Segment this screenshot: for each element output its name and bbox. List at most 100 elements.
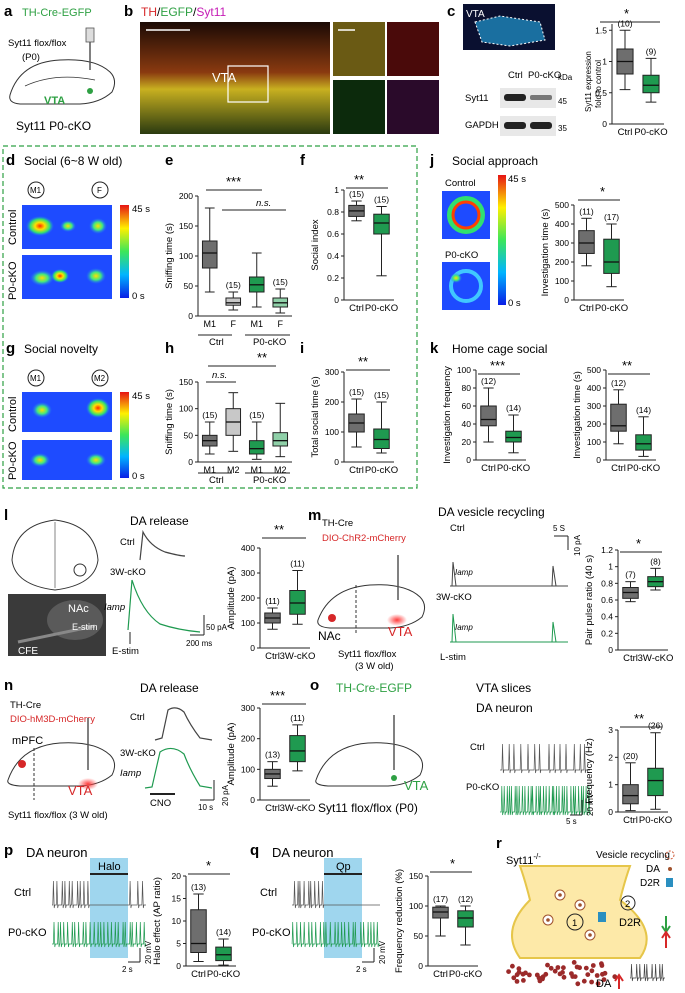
y-tick-label: 0.2 [327, 273, 339, 283]
panel-letter-h: h [165, 340, 174, 357]
da-molecule [600, 971, 605, 977]
trace-ctrl [500, 743, 590, 774]
heat-spot [26, 216, 54, 236]
n-label: (15) [349, 189, 364, 199]
panel-o: o TH-Cre-EGFP VTA slices DA neuron VTA S… [310, 677, 595, 826]
panel-o-cko: P0-cKO [466, 782, 499, 793]
colorbar-j [498, 175, 506, 305]
trace-ctrl [139, 529, 186, 561]
x-tick-label: Ctrl [191, 969, 206, 980]
panel-h-group-cko: P0-cKO [253, 475, 286, 486]
panel-r-da: DA [596, 978, 612, 990]
x-tick-label: Ctrl [579, 303, 594, 314]
panel-d-row-control: Control [7, 210, 19, 245]
panel-p-scale-y: 20 mV [144, 940, 153, 964]
da-molecule [571, 960, 577, 965]
y-axis-label: Amplitude (pA) [226, 723, 237, 786]
boxplot-j: 0 100 200 300 400 500 Investigation time (s) Ct… [540, 200, 628, 314]
panel-q-cko: P0-cKO [252, 927, 291, 939]
da-molecule [545, 962, 550, 968]
panel-l-estim-photo: E-stim [72, 622, 98, 632]
n-label: (11) [290, 559, 305, 569]
chamber-m1-icon [27, 181, 45, 199]
da-molecule [595, 981, 601, 986]
box-f [225, 297, 242, 306]
n-label: (12) [458, 894, 473, 904]
panel-c-vta-label: VTA [466, 9, 485, 20]
x-tick-label: F [278, 319, 284, 329]
y-tick-label: 0.4 [327, 251, 339, 261]
panel-d-m1: M1 [30, 186, 42, 195]
panel-l-cko: 3W-cKO [110, 567, 146, 578]
panel-letter-r: r [496, 835, 502, 852]
box-m2 [272, 432, 289, 447]
y-tick-label: 0 [334, 295, 339, 305]
y-tick-label: 3 [608, 725, 613, 735]
y-tick-label: 1 [608, 562, 613, 572]
panel-m-cko: 3W-cKO [436, 592, 472, 603]
y-tick-label: 50 [184, 281, 194, 291]
x-tick-label: P0-cKO [365, 303, 398, 314]
panel-c-ylabel-1: Syt11 expression [584, 51, 593, 112]
y-tick-label: 50 [414, 931, 424, 941]
y-tick-label: 5 [176, 939, 181, 949]
panel-p-scale-x: 2 s [122, 965, 133, 974]
up-arrow-head [614, 973, 624, 982]
panel-o-subtitle: VTA slices [476, 681, 531, 695]
marker-35: 35 [558, 124, 567, 133]
da-molecule [572, 974, 578, 979]
da-molecule [510, 963, 515, 969]
boxplot-f: 0 0.2 0.4 0.6 0.8 1 Social index Ctrl (15) P0-cKO… [310, 185, 398, 314]
panel-q-scale-y: 20 mV [378, 940, 387, 964]
da-molecule [511, 975, 517, 981]
zoom-box [227, 65, 269, 103]
panel-n: n TH-Cre DIO-hM3D-mCherry mPFC VTA Syt11… [4, 677, 230, 821]
boxplot-n: 0 100 200 300 Amplitude (pA) Ctrl (13) 3W-cKO (1… [226, 703, 315, 814]
panel-n-virus: DIO-hM3D-mCherry [10, 714, 95, 725]
trace-cko [52, 921, 146, 948]
box-p0-cko [505, 430, 522, 443]
n-label: (7) [625, 570, 636, 580]
panel-letter-j: j [429, 152, 434, 169]
x-tick-label: P0-cKO [207, 969, 240, 980]
panel-a-caption: Syt11 P0-cKO [16, 119, 91, 133]
halo-light-window [90, 868, 128, 958]
trace-firing [630, 963, 665, 982]
da-molecule [555, 965, 561, 970]
panel-m-iamp-cko: Iamp [455, 623, 473, 632]
d2r-legend-icon [666, 878, 673, 887]
trace-ctrl [154, 707, 213, 741]
panel-m-title: DA vesicle recycling [438, 505, 545, 519]
colorbar-g-min: 0 s [132, 471, 145, 482]
panel-p-ctrl: Ctrl [14, 887, 31, 899]
mpfc-dot [18, 760, 26, 768]
panel-p-title: DA neuron [26, 845, 87, 860]
x-tick-label: P0-cKO [634, 127, 667, 138]
panel-m-ctrl: Ctrl [450, 523, 465, 534]
y-axis-label: Investigation frequency [442, 366, 453, 464]
box-ctrl [622, 784, 639, 805]
panel-q-scale-x: 2 s [356, 965, 367, 974]
n-label: (15) [226, 280, 241, 290]
x-tick-label: M1 [203, 319, 216, 329]
blot-gapdh [500, 116, 556, 136]
y-tick-label: 10 [172, 916, 182, 926]
y-tick-label: 300 [241, 703, 255, 713]
x-tick-label: P0-cKO [365, 465, 398, 476]
da-molecule [546, 918, 550, 922]
y-tick-label: 2 [608, 752, 613, 762]
y-tick-label: 200 [241, 593, 255, 603]
panel-letter-l: l [4, 507, 8, 524]
sig-o: ** [634, 711, 644, 726]
panel-letter-m: m [308, 507, 321, 524]
panel-m-virus: DIO-ChR2-mCherry [322, 533, 406, 544]
y-tick-label: 1 [608, 780, 613, 790]
band-cko-syt11 [530, 95, 552, 100]
da-molecule [521, 978, 526, 983]
lane-ctrl: Ctrl [508, 70, 523, 81]
panel-l-ctrl: Ctrl [120, 537, 135, 548]
x-tick-label: P0-cKO [595, 303, 628, 314]
trace-ctrl [52, 880, 146, 909]
n-label: (14) [216, 927, 231, 937]
boxplots-layer: 00.511.5Ctrl(10)P0-cKO(9)050100150200Sni… [152, 18, 673, 980]
